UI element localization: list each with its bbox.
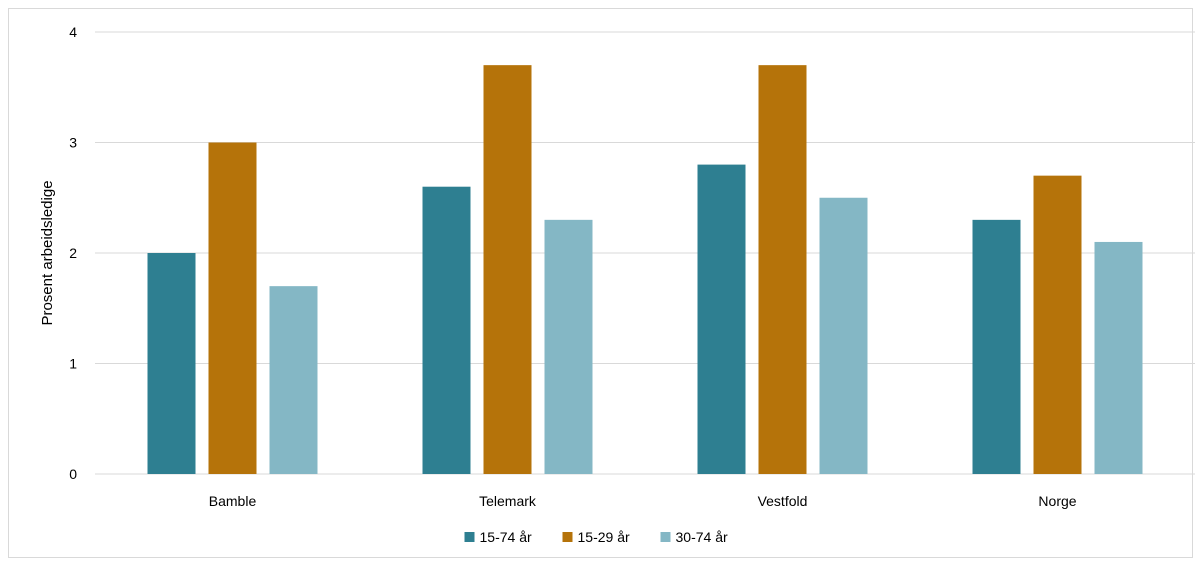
y-tick-label: 0 [69,466,77,482]
bars [147,65,1143,475]
x-tick-label: Telemark [479,493,537,509]
x-tick-label: Vestfold [758,493,808,509]
legend: 15-74 år 15-29 år 30-74 år [464,529,728,545]
bar-telemark-2 [483,65,532,475]
x-axis-ticks: Bamble Telemark Vestfold Norge [209,493,1077,509]
bar-vestfold-2 [758,65,807,475]
x-tick-label: Norge [1038,493,1076,509]
legend-label: 15-74 år [480,529,532,545]
bar-vestfold-3 [819,197,868,474]
legend-label: 15-29 år [578,529,630,545]
bar-bamble-2 [208,142,257,474]
gridlines [95,31,1195,475]
bar-telemark-3 [544,219,593,474]
bar-telemark-1 [422,186,471,474]
legend-swatch [464,532,475,542]
bar-bamble-1 [147,253,196,474]
bar-norge-2 [1033,175,1082,474]
y-tick-label: 3 [69,135,77,151]
bar-norge-3 [1094,241,1143,474]
bar-vestfold-1 [697,164,746,474]
legend-label: 30-74 år [676,529,728,545]
y-tick-label: 4 [69,24,77,40]
y-tick-label: 1 [69,356,77,372]
bar-bamble-3 [269,286,318,474]
y-axis-ticks: 0 1 2 3 4 [69,24,77,482]
legend-swatch [562,532,573,542]
bar-norge-1 [972,219,1021,474]
x-tick-label: Bamble [209,493,257,509]
y-axis-label: Prosent arbeidsledige [39,180,56,325]
y-tick-label: 2 [69,245,77,261]
legend-swatch [660,532,671,542]
